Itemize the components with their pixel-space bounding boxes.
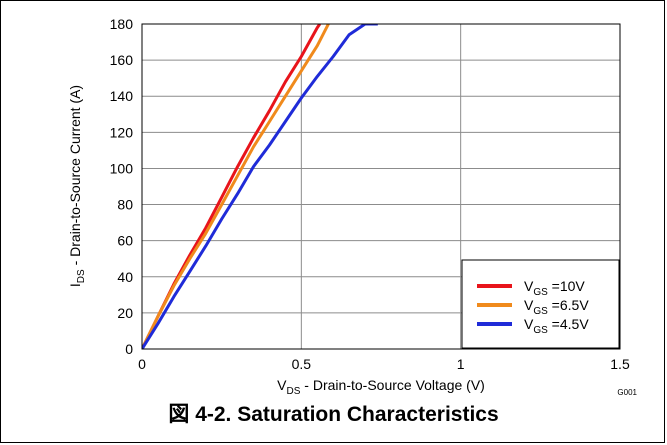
y-axis-title: IDS - Drain-to-Source Current (A) — [67, 85, 87, 287]
legend: VGS =10V VGS =6.5V VGS =4.5V — [461, 259, 620, 349]
x-axis-ticks: 0 0.5 1 1.5 — [138, 356, 630, 372]
y-tick-label: 160 — [110, 52, 134, 68]
y-tick-label: 180 — [110, 16, 134, 32]
x-tick-label: 1.5 — [610, 356, 630, 372]
legend-label-vgs-4-5v: VGS =4.5V — [524, 316, 589, 336]
y-tick-label: 20 — [117, 305, 133, 321]
y-tick-label: 140 — [110, 88, 134, 104]
plot-area-border — [141, 23, 621, 350]
series-lines — [142, 24, 378, 349]
y-tick-label: 40 — [117, 269, 133, 285]
y-tick-label: 0 — [125, 341, 133, 357]
legend-label-vgs-10v: VGS =10V — [524, 278, 585, 298]
y-axis-ticks: 0 20 40 60 80 100 120 140 160 180 — [110, 16, 134, 357]
x-tick-label: 0.5 — [292, 356, 312, 372]
y-tick-label: 60 — [117, 233, 133, 249]
figure-caption: 図 4-2. Saturation Characteristics — [168, 403, 499, 426]
x-axis-title: VDS - Drain-to-Source Voltage (V) — [277, 377, 485, 397]
saturation-chart: 0 20 40 60 80 100 120 140 160 180 0 0.5 1 1.5 VDS - … — [67, 16, 638, 397]
figure-code: G001 — [617, 388, 637, 397]
y-tick-label: 120 — [110, 124, 134, 140]
y-tick-label: 100 — [110, 160, 134, 176]
x-tick-label: 0 — [138, 356, 146, 372]
legend-label-vgs-6-5v: VGS =6.5V — [524, 297, 589, 317]
y-tick-label: 80 — [117, 197, 133, 213]
series-line-vgs-6-5v — [142, 24, 330, 349]
x-tick-label: 1 — [457, 356, 465, 372]
series-line-vgs-4-5v — [142, 24, 378, 349]
